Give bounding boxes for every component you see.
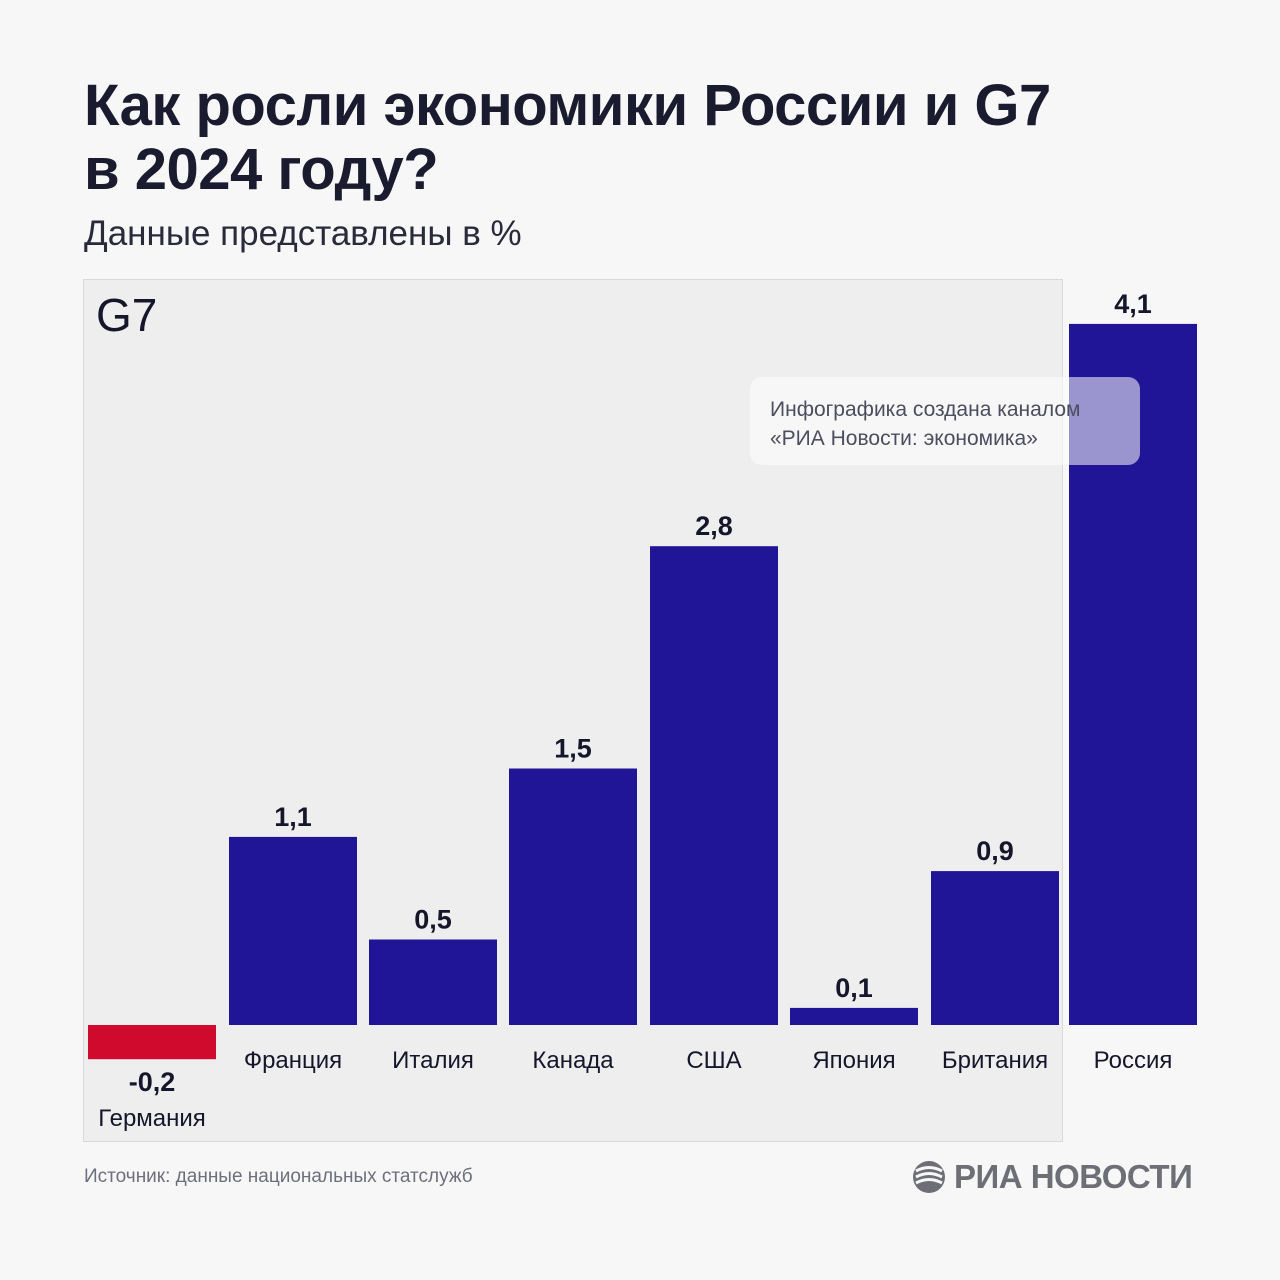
data-label-8: 4,1 bbox=[1114, 289, 1152, 319]
category-label-2: Франция bbox=[244, 1047, 342, 1074]
bar-7 bbox=[931, 871, 1059, 1025]
category-label-7: Британия bbox=[942, 1047, 1048, 1074]
channel-notice-line2: «РИА Новости: экономика» bbox=[770, 427, 1038, 450]
data-label-2: 1,1 bbox=[274, 802, 312, 832]
bar-4 bbox=[509, 768, 637, 1025]
bar-2 bbox=[229, 836, 357, 1025]
bar-1 bbox=[88, 1025, 216, 1060]
data-label-5: 2,8 bbox=[695, 511, 733, 541]
data-label-4: 1,5 bbox=[554, 734, 592, 764]
chart-title: Как росли экономики России и G7 в 2024 г… bbox=[84, 74, 1184, 202]
chart-title-line2: в 2024 году? bbox=[84, 137, 439, 202]
ria-logo-icon bbox=[913, 1161, 945, 1193]
category-label-1: Германия bbox=[98, 1105, 206, 1132]
g7-group-label: G7 bbox=[96, 289, 158, 341]
channel-notice: Инфографика создана каналом «РИА Новости… bbox=[750, 377, 1140, 465]
brand-logo: РИА НОВОСТИ bbox=[912, 1158, 1212, 1198]
category-label-3: Италия bbox=[392, 1047, 474, 1074]
chart-subtitle: Данные представлены в % bbox=[84, 214, 522, 253]
category-label-4: Канада bbox=[532, 1047, 614, 1074]
bar-3 bbox=[369, 939, 497, 1025]
category-label-5: США bbox=[686, 1047, 741, 1074]
category-label-8: Россия bbox=[1094, 1047, 1173, 1074]
channel-notice-line1: Инфографика создана каналом bbox=[770, 398, 1081, 421]
chart-title-line1: Как росли экономики России и G7 bbox=[84, 73, 1051, 138]
data-label-1: -0,2 bbox=[129, 1067, 176, 1097]
brand-name: РИА НОВОСТИ bbox=[954, 1158, 1193, 1195]
category-label-6: Япония bbox=[812, 1047, 895, 1074]
data-label-3: 0,5 bbox=[414, 905, 452, 935]
bar-5 bbox=[650, 546, 778, 1025]
source-note: Источник: данные национальных статслужб bbox=[84, 1166, 473, 1187]
bar-6 bbox=[790, 1007, 918, 1025]
data-label-6: 0,1 bbox=[835, 973, 873, 1003]
data-label-7: 0,9 bbox=[976, 836, 1014, 866]
